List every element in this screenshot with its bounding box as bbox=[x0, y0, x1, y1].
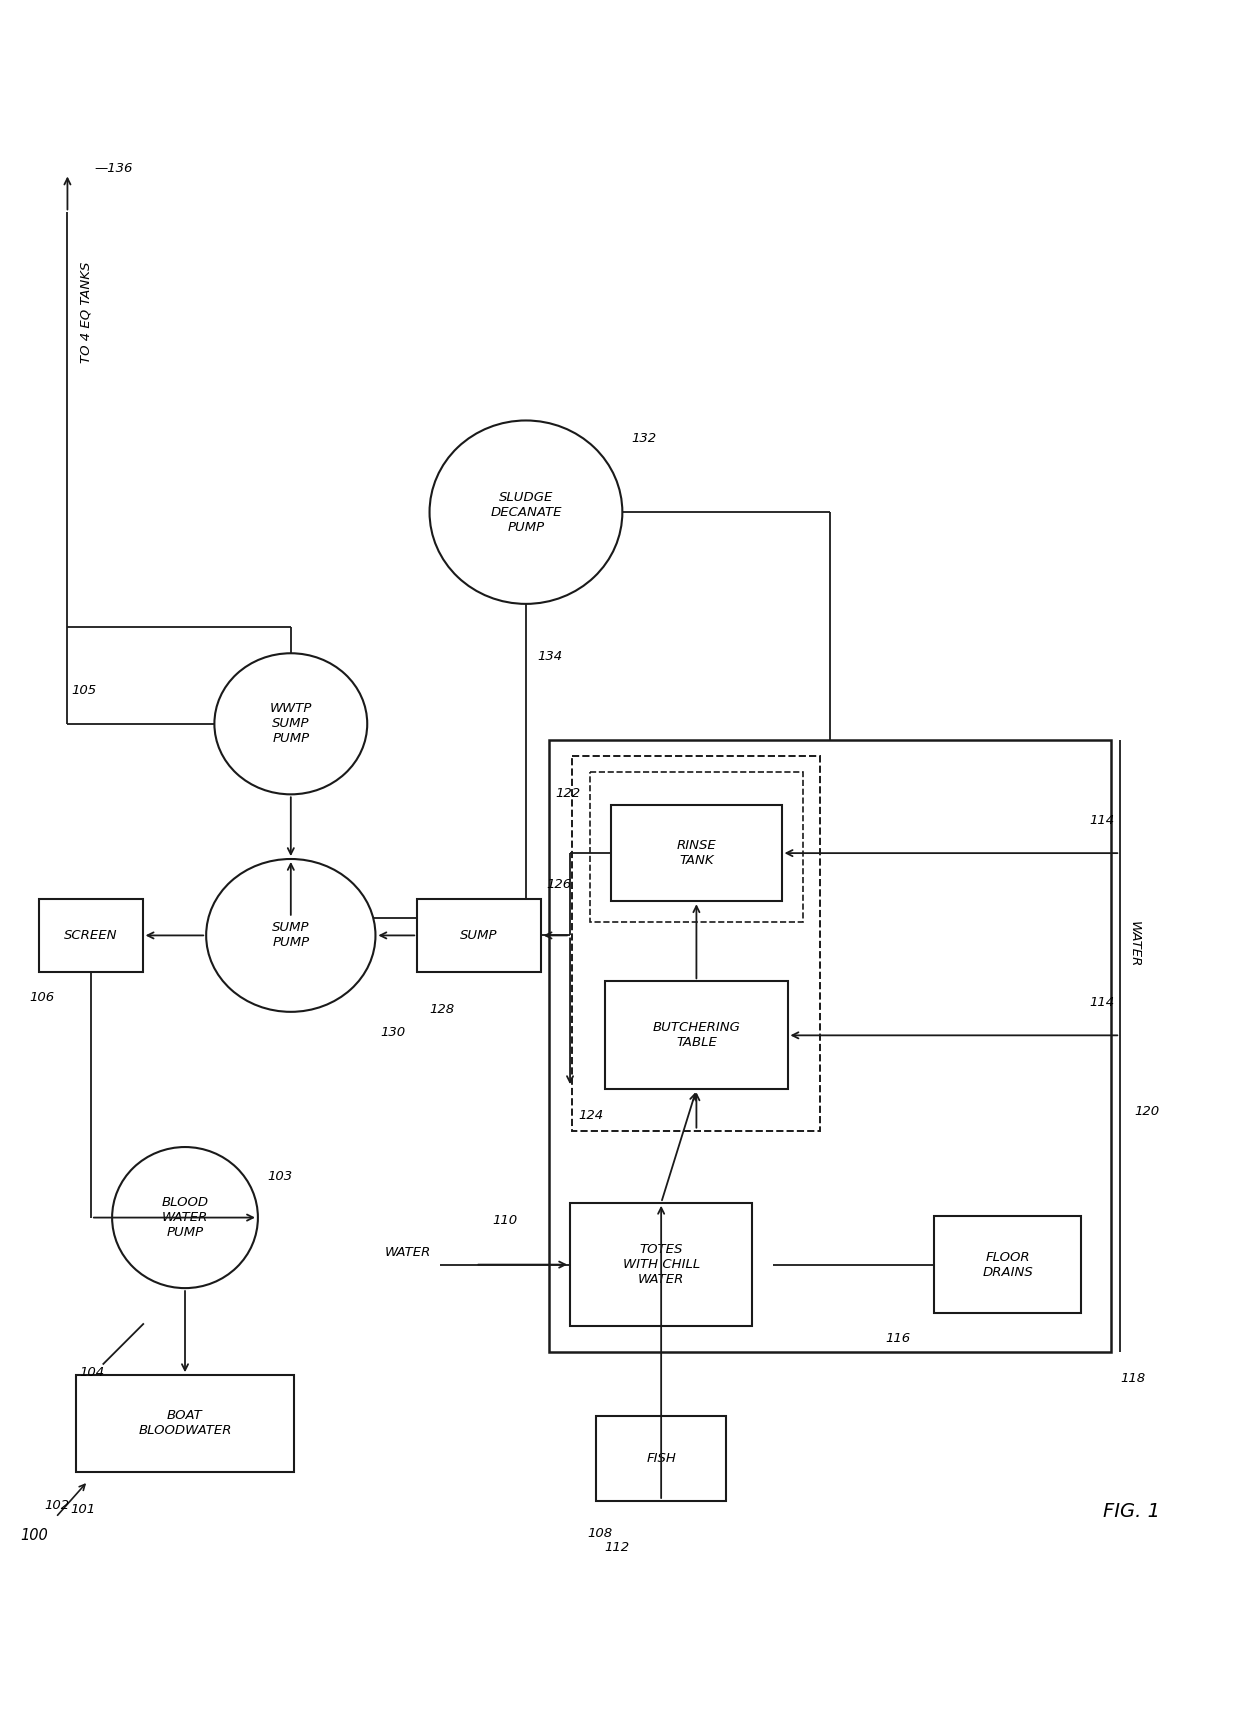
Text: —136: —136 bbox=[94, 163, 133, 175]
Text: FIG. 1: FIG. 1 bbox=[1102, 1502, 1159, 1520]
Ellipse shape bbox=[215, 653, 367, 794]
Text: RINSE
TANK: RINSE TANK bbox=[677, 838, 717, 868]
Ellipse shape bbox=[112, 1148, 258, 1288]
Text: SUMP: SUMP bbox=[460, 929, 497, 941]
Text: WATER: WATER bbox=[384, 1246, 430, 1259]
Text: 101: 101 bbox=[71, 1503, 95, 1515]
Text: SCREEN: SCREEN bbox=[64, 929, 118, 941]
Text: 106: 106 bbox=[30, 991, 55, 1005]
Text: TO 4 EQ TANKS: TO 4 EQ TANKS bbox=[79, 261, 92, 362]
FancyBboxPatch shape bbox=[611, 806, 781, 902]
Ellipse shape bbox=[429, 421, 622, 605]
Text: 103: 103 bbox=[268, 1170, 293, 1184]
Text: 114: 114 bbox=[1089, 996, 1115, 1008]
Text: 112: 112 bbox=[605, 1541, 630, 1555]
Text: 122: 122 bbox=[556, 787, 580, 799]
FancyBboxPatch shape bbox=[40, 899, 143, 972]
Text: BOAT
BLOODWATER: BOAT BLOODWATER bbox=[138, 1409, 232, 1438]
FancyBboxPatch shape bbox=[596, 1416, 725, 1502]
Text: 100: 100 bbox=[20, 1527, 48, 1543]
Text: 124: 124 bbox=[578, 1108, 604, 1122]
Text: 132: 132 bbox=[631, 431, 657, 445]
Text: 130: 130 bbox=[381, 1026, 405, 1039]
Text: 118: 118 bbox=[1120, 1371, 1146, 1385]
Text: 120: 120 bbox=[1135, 1105, 1159, 1118]
Text: WATER: WATER bbox=[1128, 921, 1141, 967]
FancyBboxPatch shape bbox=[76, 1374, 294, 1472]
Text: TOTES
WITH CHILL
WATER: TOTES WITH CHILL WATER bbox=[622, 1244, 699, 1287]
Text: 110: 110 bbox=[492, 1215, 517, 1227]
FancyBboxPatch shape bbox=[570, 1203, 753, 1326]
Text: 134: 134 bbox=[538, 651, 563, 663]
Text: BUTCHERING
TABLE: BUTCHERING TABLE bbox=[652, 1020, 740, 1050]
Text: SUMP
PUMP: SUMP PUMP bbox=[272, 921, 310, 950]
Text: 102: 102 bbox=[43, 1500, 69, 1512]
Text: 108: 108 bbox=[587, 1527, 613, 1541]
Text: FLOOR
DRAINS: FLOOR DRAINS bbox=[982, 1251, 1033, 1278]
FancyBboxPatch shape bbox=[417, 899, 541, 972]
Text: SLUDGE
DECANATE
PUMP: SLUDGE DECANATE PUMP bbox=[490, 491, 562, 534]
Text: WWTP
SUMP
PUMP: WWTP SUMP PUMP bbox=[269, 703, 312, 746]
Text: 128: 128 bbox=[429, 1003, 455, 1015]
Text: BLOOD
WATER
PUMP: BLOOD WATER PUMP bbox=[161, 1196, 208, 1239]
Text: 114: 114 bbox=[1089, 814, 1115, 826]
Ellipse shape bbox=[206, 859, 376, 1012]
Text: 116: 116 bbox=[885, 1331, 910, 1345]
Text: 104: 104 bbox=[79, 1366, 104, 1380]
FancyBboxPatch shape bbox=[605, 981, 787, 1089]
FancyBboxPatch shape bbox=[935, 1216, 1081, 1313]
Text: 126: 126 bbox=[547, 878, 572, 892]
Text: FISH: FISH bbox=[646, 1452, 676, 1465]
Text: 105: 105 bbox=[71, 684, 95, 698]
